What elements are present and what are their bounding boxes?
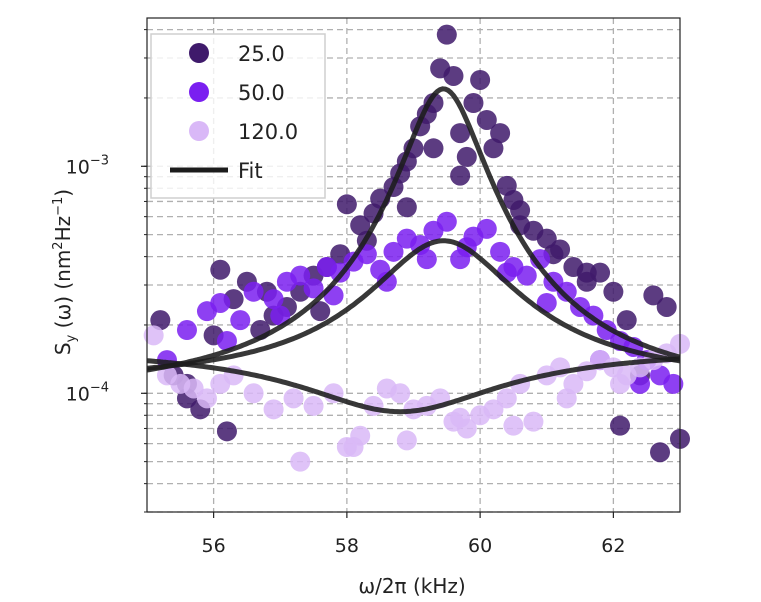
data-point <box>516 265 537 286</box>
fit-curves <box>146 86 681 415</box>
data-point <box>536 228 557 249</box>
data-point <box>610 373 631 394</box>
data-point <box>483 399 504 420</box>
data-point <box>576 262 597 283</box>
data-point <box>263 399 284 420</box>
legend-label-fit: Fit <box>238 159 263 183</box>
data-point <box>450 407 471 428</box>
data-point <box>423 138 444 159</box>
y-tick-label: 10−3 <box>66 153 109 178</box>
data-point <box>443 65 464 86</box>
data-point <box>343 437 364 458</box>
axes: 56 58 60 62 10−4 10−3 <box>66 29 625 557</box>
data-point <box>376 271 397 292</box>
data-point <box>470 69 491 90</box>
data-point <box>450 123 471 144</box>
data-point <box>143 325 164 346</box>
data-point <box>510 200 531 221</box>
data-point <box>643 285 664 306</box>
data-point <box>436 211 457 232</box>
x-tick-label: 62 <box>601 535 625 557</box>
x-tick-label: 60 <box>468 535 492 557</box>
data-point <box>243 281 264 302</box>
data-point <box>290 451 311 472</box>
legend-marker-50 <box>189 82 209 102</box>
data-point <box>350 215 371 236</box>
x-tick-label: 56 <box>202 535 226 557</box>
data-point <box>603 281 624 302</box>
data-point <box>476 109 497 130</box>
legend-marker-120 <box>189 121 209 141</box>
data-point <box>656 296 677 317</box>
data-point <box>263 289 284 310</box>
data-point <box>450 165 471 186</box>
data-point <box>456 146 477 167</box>
data-point <box>523 411 544 432</box>
data-point <box>230 310 251 331</box>
data-point <box>396 430 417 451</box>
legend-marker-25 <box>189 43 209 63</box>
data-point <box>396 197 417 218</box>
fit-curve <box>146 238 681 371</box>
data-point <box>663 373 684 394</box>
data-point <box>490 241 511 262</box>
data-point <box>243 383 264 404</box>
data-point <box>210 259 231 280</box>
data-point <box>610 415 631 436</box>
plot-frame <box>146 17 681 513</box>
x-tick-label: 58 <box>335 535 359 557</box>
data-point <box>463 93 484 114</box>
data-point <box>290 265 311 286</box>
data-point <box>210 292 231 313</box>
data-point <box>436 24 457 45</box>
y-tick-label: 10−4 <box>66 380 109 405</box>
data-point <box>270 305 291 326</box>
data-point <box>390 383 411 404</box>
data-point <box>216 421 237 442</box>
legend: 25.0 50.0 120.0 Fit <box>150 33 326 199</box>
data-point <box>483 138 504 159</box>
data-point <box>310 301 331 322</box>
data-point <box>303 395 324 416</box>
data-point <box>616 310 637 331</box>
data-point <box>503 415 524 436</box>
data-point <box>216 330 237 351</box>
data-point <box>196 388 217 409</box>
data-point <box>556 281 577 302</box>
data-point <box>303 278 324 299</box>
x-axis-label: ω/2π (kHz) <box>358 574 465 598</box>
data-point <box>650 442 671 463</box>
legend-label-120: 120.0 <box>238 120 298 144</box>
data-point <box>176 320 197 341</box>
data-point <box>383 241 404 262</box>
data-point <box>496 388 517 409</box>
data-point <box>490 123 511 144</box>
legend-label-25: 25.0 <box>238 42 285 66</box>
data-point <box>476 218 497 239</box>
data-point <box>336 194 357 215</box>
data-point <box>416 249 437 270</box>
legend-label-50: 50.0 <box>238 81 285 105</box>
fit-curve <box>146 356 681 415</box>
data-point <box>283 388 304 409</box>
data-point <box>556 388 577 409</box>
y-axis-label: Sy (ω) (nm2Hz−1) <box>51 189 79 355</box>
fit-curve <box>146 86 681 373</box>
data-point <box>150 310 171 331</box>
